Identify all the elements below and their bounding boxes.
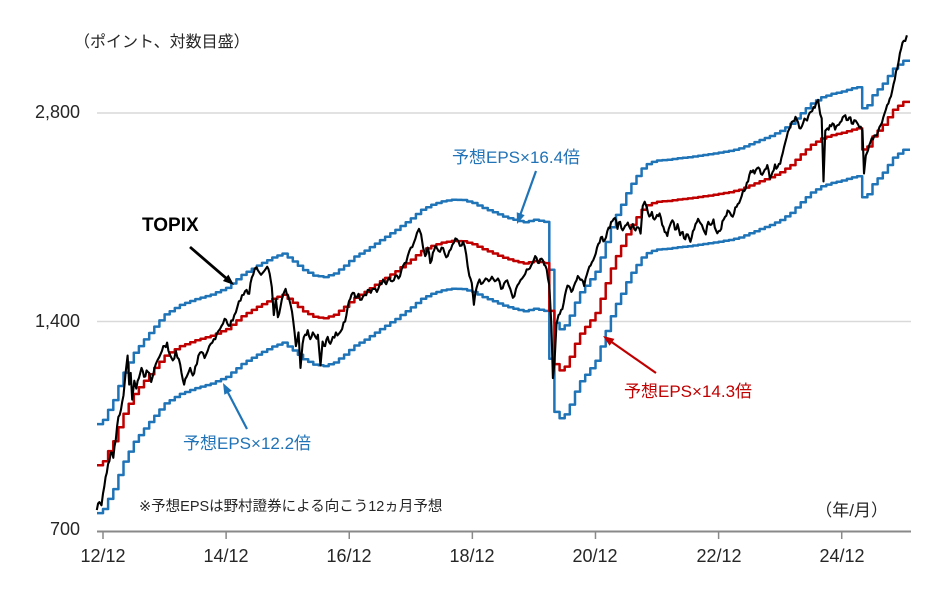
eps-12-2x-arrow-head bbox=[223, 383, 232, 395]
annotation-eps-122: 予想EPS×12.2倍 bbox=[183, 434, 312, 453]
x-tick-20-12: 20/12 bbox=[572, 546, 618, 566]
x-axis-unit-label: （年/月） bbox=[815, 501, 888, 520]
topix-line bbox=[95, 35, 908, 511]
eps-16-4x-line bbox=[97, 59, 910, 426]
annotation-eps-143: 予想EPS×14.3倍 bbox=[624, 382, 753, 401]
x-tick-12-12: 12/12 bbox=[80, 546, 126, 566]
eps-14-3x-arrow bbox=[609, 340, 657, 374]
topix-arrow bbox=[189, 245, 229, 281]
eps-16-4x-arrow-head bbox=[516, 212, 525, 224]
chart-title: （ポイント、対数目盛） bbox=[74, 34, 250, 51]
eps-16-4x-arrow bbox=[519, 170, 538, 216]
topix-arrow-head bbox=[222, 274, 234, 285]
y-tick-1400: 1,400 bbox=[34, 311, 80, 331]
eps-12-2x-line bbox=[97, 148, 910, 515]
footnote: ※予想EPSは野村證券による向こう12ヵ月予想 bbox=[139, 499, 443, 515]
eps-14-3x-arrow-head bbox=[603, 336, 615, 346]
x-tick-16-12: 16/12 bbox=[326, 546, 372, 566]
y-tick-700: 700 bbox=[49, 519, 80, 539]
eps-12-2x-arrow bbox=[226, 390, 248, 430]
x-tick-22-12: 22/12 bbox=[696, 546, 742, 566]
annotation-eps-164: 予想EPS×16.4倍 bbox=[452, 148, 581, 167]
eps-14-3x-line bbox=[97, 100, 910, 467]
x-tick-24-12: 24/12 bbox=[819, 546, 865, 566]
annotation-topix: TOPIX bbox=[142, 215, 199, 236]
x-tick-18-12: 18/12 bbox=[449, 546, 495, 566]
x-tick-14-12: 14/12 bbox=[203, 546, 249, 566]
y-tick-2800: 2,800 bbox=[34, 102, 80, 122]
